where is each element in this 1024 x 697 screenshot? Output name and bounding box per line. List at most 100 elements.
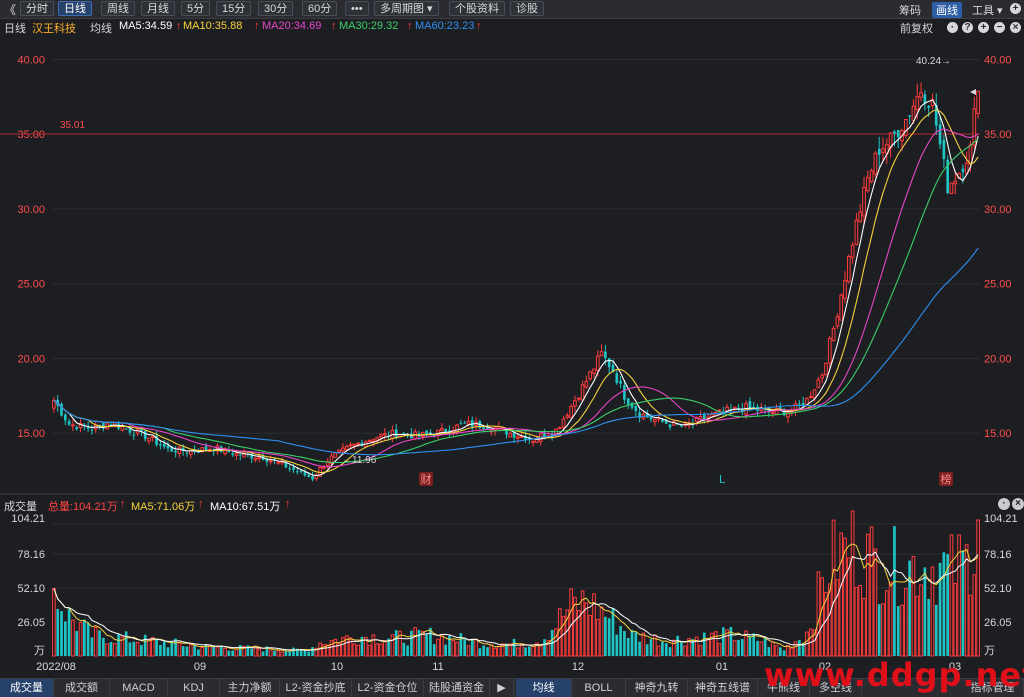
tab-long-short[interactable]: 多空线 <box>810 679 862 697</box>
tab-30min[interactable]: 30分 <box>258 1 294 16</box>
volume-bar <box>576 610 581 657</box>
event-marker: 财 <box>421 472 432 486</box>
tab-5min[interactable]: 5分 <box>181 1 211 16</box>
candle <box>150 436 155 439</box>
volume-bar <box>865 533 870 657</box>
candle <box>288 468 292 470</box>
volume-bar <box>212 646 215 656</box>
tab-kdj[interactable]: KDJ <box>168 679 220 697</box>
candle <box>482 425 486 430</box>
candle <box>463 422 466 424</box>
back-arrow-icon[interactable]: 《 <box>4 3 17 17</box>
tab-td9[interactable]: 神奇九转 <box>626 679 688 697</box>
volume-bar <box>500 643 505 657</box>
tab-bull-bear[interactable]: 牛熊线 <box>758 679 810 697</box>
next-arrow-icon[interactable]: ▶ <box>490 679 514 697</box>
volume-tick-label: 104.21 <box>984 513 1018 525</box>
candle <box>839 294 844 321</box>
candle <box>854 219 859 245</box>
volume-bar <box>295 648 299 656</box>
candle <box>63 414 67 421</box>
volume-bar <box>744 630 748 657</box>
price-tick-label: 30.00 <box>984 204 1012 216</box>
candle <box>835 316 840 327</box>
candle <box>257 456 262 460</box>
volume-tick-label: 78.16 <box>17 549 45 561</box>
tab-northbound[interactable]: 陆股通资金 <box>424 679 490 697</box>
candle <box>143 430 147 440</box>
settings-icon[interactable]: · <box>947 22 958 33</box>
tab-weekly[interactable]: 周线 <box>101 1 135 16</box>
draw-line-button[interactable]: 画线 <box>932 2 962 18</box>
diagnose-button[interactable]: 诊股 <box>510 1 544 16</box>
tab-l2-bottom[interactable]: L2-资金抄底 <box>280 679 352 697</box>
volume-bar <box>261 651 265 656</box>
info-icon[interactable]: ? <box>962 22 973 33</box>
price-tick-label: 35.00 <box>17 129 45 141</box>
candle <box>961 168 965 173</box>
zoom-out-icon[interactable]: − <box>994 22 1005 33</box>
candle <box>147 437 151 442</box>
tab-five-lines[interactable]: 神奇五线谱 <box>688 679 758 697</box>
volume-bar <box>798 640 801 656</box>
ma60-value: MA60:23.23 <box>415 20 475 32</box>
volume-bar <box>429 627 432 656</box>
adjust-mode[interactable]: 前复权 <box>900 23 933 35</box>
price-tick-label: 15.00 <box>17 428 45 440</box>
volume-tick-label: 26.05 <box>17 617 45 629</box>
candle <box>329 455 334 465</box>
add-icon[interactable]: + <box>1010 3 1021 14</box>
close-icon[interactable]: × <box>1010 22 1021 33</box>
volume-bar <box>440 633 444 657</box>
tab-daily[interactable]: 日线 <box>58 1 92 16</box>
volume-bar <box>231 650 234 656</box>
x-axis-label: 02 <box>819 661 831 673</box>
candle <box>231 453 234 456</box>
multi-period-dropdown[interactable]: 多周期图 ▾ <box>374 1 439 16</box>
volume-bar <box>565 609 570 657</box>
candle <box>964 162 969 174</box>
ma-label[interactable]: 均线 <box>90 23 112 35</box>
volume-bar <box>607 618 611 656</box>
volume-bar <box>425 634 428 656</box>
candle <box>881 148 885 153</box>
more-periods-button[interactable]: ••• <box>345 1 369 16</box>
tab-boll[interactable]: BOLL <box>572 679 626 697</box>
volume-bar <box>908 560 911 656</box>
candle <box>185 452 189 454</box>
tools-dropdown[interactable]: 工具 ▾ <box>972 5 1003 17</box>
candle <box>649 415 653 420</box>
volume-bar <box>557 608 562 657</box>
tab-turnover[interactable]: 成交额 <box>54 679 110 697</box>
candle <box>60 403 63 416</box>
candle <box>356 442 360 445</box>
volume-bar <box>573 596 577 657</box>
candle <box>341 447 345 452</box>
volume-bar <box>188 644 193 657</box>
volume-bar <box>193 645 196 656</box>
tab-60min[interactable]: 60分 <box>302 1 338 16</box>
candle <box>75 427 79 430</box>
volume-bar <box>508 643 513 657</box>
candle <box>942 139 946 160</box>
zoom-in-icon[interactable]: + <box>978 22 989 33</box>
tab-volume[interactable]: 成交量 <box>0 679 54 697</box>
stock-profile-button[interactable]: 个股资料 <box>449 1 505 16</box>
price-tick-label: 35.00 <box>984 129 1012 141</box>
tab-minute[interactable]: 分时 <box>20 1 54 16</box>
settings-icon[interactable]: · <box>998 498 1010 510</box>
candle <box>850 244 855 258</box>
tab-ma-overlay[interactable]: 均线 <box>516 679 572 697</box>
candle <box>915 96 920 111</box>
candle <box>786 411 790 418</box>
volume-bar <box>820 577 824 657</box>
close-icon[interactable]: × <box>1012 498 1024 510</box>
volume-bar <box>448 635 451 656</box>
tab-main-net[interactable]: 主力净额 <box>220 679 280 697</box>
tab-15min[interactable]: 15分 <box>216 1 252 16</box>
tab-l2-position[interactable]: L2-资金仓位 <box>352 679 424 697</box>
tab-macd[interactable]: MACD <box>110 679 168 697</box>
tab-monthly[interactable]: 月线 <box>141 1 175 16</box>
chips-button[interactable]: 筹码 <box>899 5 921 17</box>
